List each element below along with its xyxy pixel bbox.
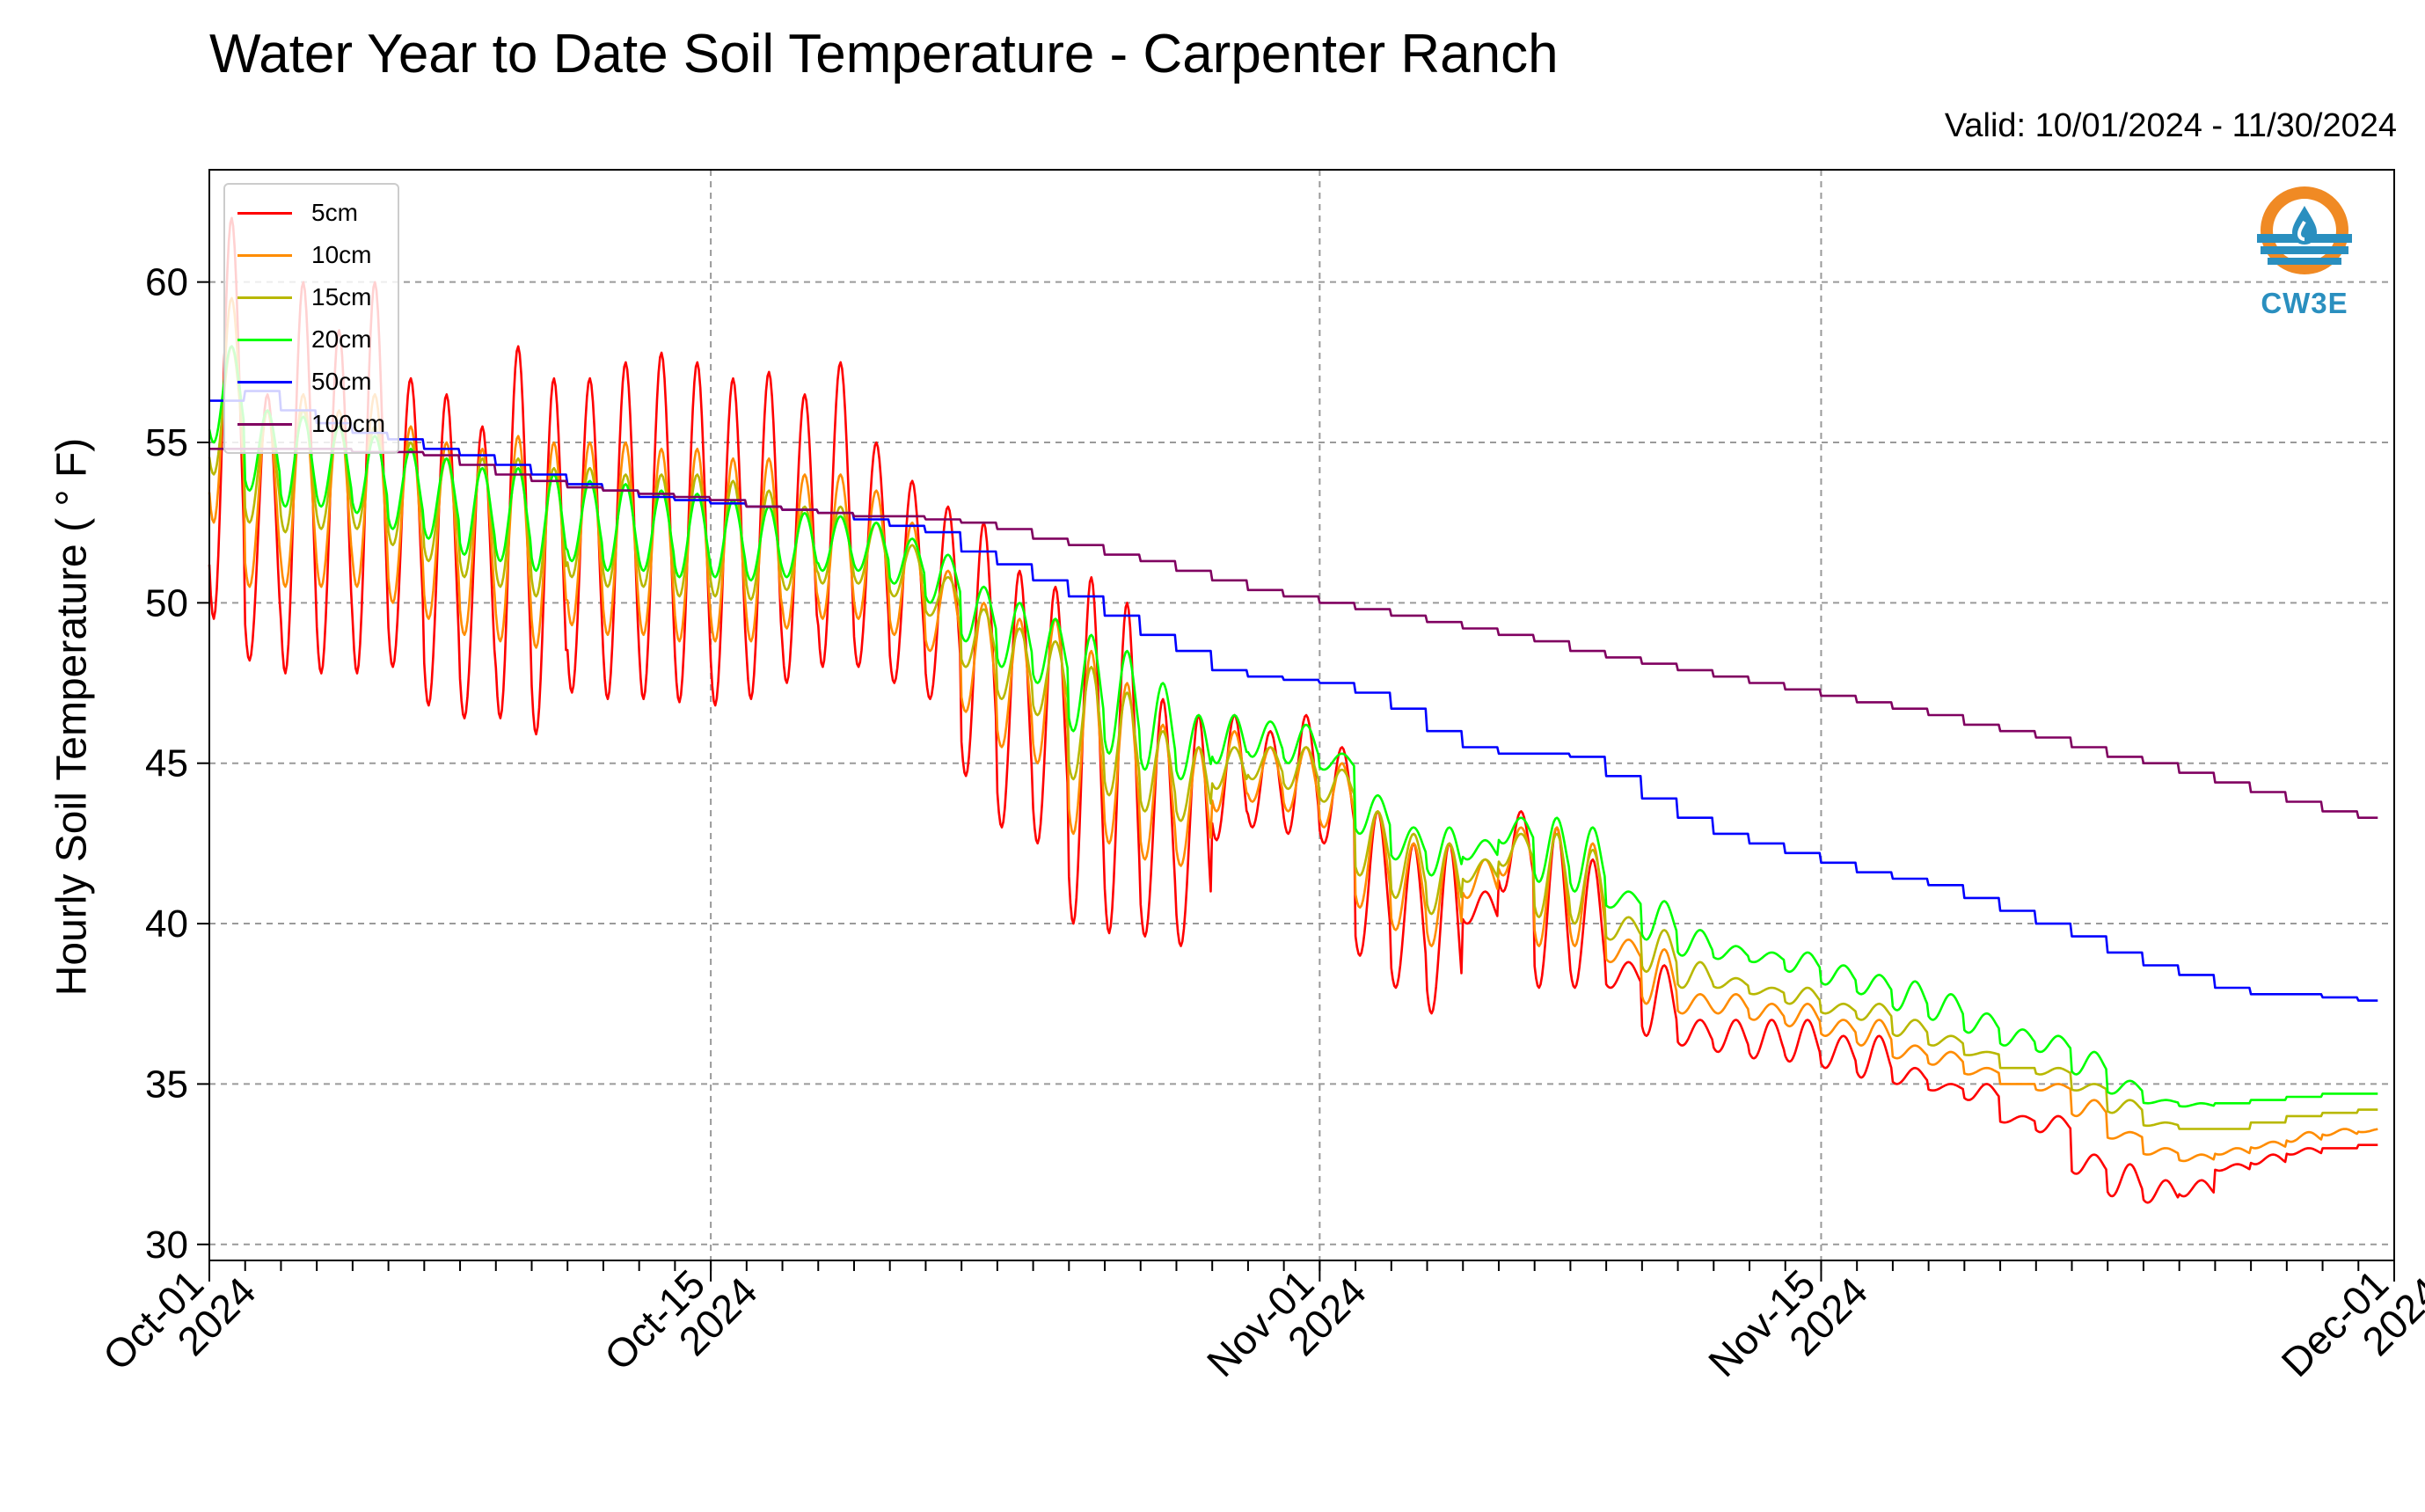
cw3e-logo-icon	[2257, 186, 2352, 274]
series-line-50cm	[209, 390, 2378, 1002]
legend-item-50cm: 50cm	[237, 361, 385, 403]
y-tick-label: 45	[145, 742, 188, 785]
legend-swatch	[237, 211, 292, 215]
legend-item-20cm: 20cm	[237, 318, 385, 361]
series-line-15cm	[208, 345, 2378, 1130]
valid-date-range: Valid: 10/01/2024 - 11/30/2024	[1944, 107, 2397, 144]
y-axis: 30 35 40 45 50 55 60	[145, 261, 209, 1267]
legend-swatch	[237, 338, 292, 341]
cw3e-logo: CW3E	[2252, 183, 2357, 324]
legend-label: 100cm	[311, 410, 386, 437]
legend-swatch	[237, 253, 292, 257]
logo-text: CW3E	[2261, 287, 2348, 319]
y-tick-label: 30	[145, 1223, 188, 1267]
series-line-5cm	[208, 216, 2378, 1204]
legend-item-100cm: 100cm	[237, 403, 385, 445]
y-tick-label: 40	[145, 902, 188, 946]
legend-label: 10cm	[311, 241, 372, 268]
legend-item-10cm: 10cm	[237, 234, 385, 276]
legend: 5cm 10cm 15cm 20cm 50cm 100cm	[223, 183, 400, 454]
legend-label: 5cm	[311, 199, 358, 226]
y-tick-label: 35	[145, 1063, 188, 1106]
grid-lines	[208, 170, 2395, 1260]
plot-frame	[208, 169, 2395, 1261]
series-line-100cm	[209, 447, 2378, 820]
legend-label: 50cm	[311, 368, 372, 395]
chart-title: Water Year to Date Soil Temperature - Ca…	[209, 24, 1559, 84]
series-line-10cm	[208, 296, 2378, 1163]
series-lines	[208, 216, 2378, 1204]
y-tick-label: 55	[145, 421, 188, 464]
legend-item-15cm: 15cm	[237, 276, 385, 318]
legend-item-5cm: 5cm	[237, 192, 385, 234]
y-tick-label: 50	[145, 581, 188, 625]
legend-label: 15cm	[311, 283, 372, 310]
legend-swatch	[237, 296, 292, 299]
y-tick-label: 60	[145, 261, 188, 304]
legend-swatch	[237, 380, 292, 383]
series-line-20cm	[208, 345, 2378, 1108]
legend-label: 20cm	[311, 325, 372, 353]
legend-swatch	[237, 422, 292, 426]
